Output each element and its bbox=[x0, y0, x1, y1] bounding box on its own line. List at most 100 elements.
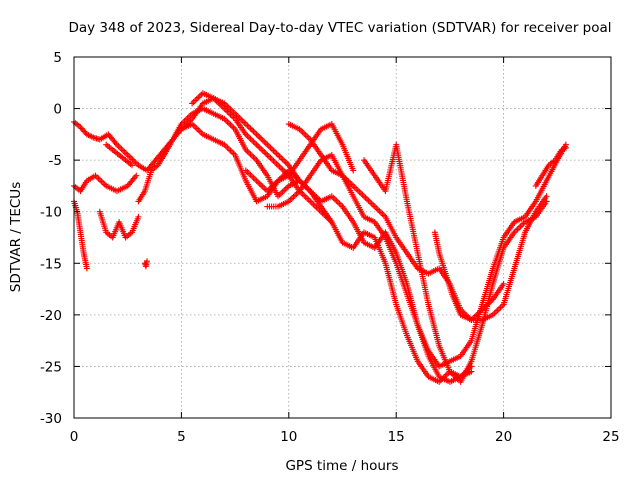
data-point bbox=[195, 126, 202, 133]
data-point bbox=[561, 145, 568, 152]
data-point bbox=[350, 167, 357, 174]
data-point bbox=[245, 149, 252, 156]
data-point bbox=[275, 162, 282, 169]
series-track-13 bbox=[431, 229, 507, 324]
data-point bbox=[77, 124, 84, 131]
data-point bbox=[301, 130, 308, 137]
data-point bbox=[290, 193, 297, 200]
data-point bbox=[118, 146, 125, 153]
data-point bbox=[562, 144, 569, 151]
data-point bbox=[365, 197, 372, 204]
data-point bbox=[78, 125, 85, 132]
data-point bbox=[270, 147, 277, 154]
data-point bbox=[359, 191, 366, 198]
data-point bbox=[259, 147, 266, 154]
data-point bbox=[278, 190, 285, 197]
data-point bbox=[302, 193, 309, 200]
data-point bbox=[281, 187, 288, 194]
data-point bbox=[128, 162, 135, 169]
data-point bbox=[357, 190, 364, 197]
data-point bbox=[468, 368, 475, 375]
data-point bbox=[278, 165, 285, 172]
x-tick-label: 5 bbox=[177, 429, 186, 445]
data-point bbox=[256, 144, 263, 151]
data-point bbox=[494, 307, 501, 314]
data-point bbox=[377, 209, 384, 216]
data-point bbox=[247, 171, 254, 178]
data-point bbox=[83, 265, 90, 272]
data-point bbox=[284, 160, 291, 167]
data-point bbox=[229, 149, 236, 156]
data-point bbox=[351, 184, 358, 191]
data-point bbox=[273, 160, 280, 167]
data-point bbox=[94, 174, 101, 181]
data-point bbox=[279, 188, 286, 195]
data-point bbox=[305, 186, 312, 193]
data-point bbox=[189, 100, 196, 107]
data-point bbox=[98, 178, 105, 185]
data-point bbox=[250, 154, 257, 161]
data-point bbox=[250, 128, 257, 135]
data-point bbox=[492, 308, 499, 315]
data-point bbox=[252, 140, 259, 147]
grid-layer bbox=[74, 57, 611, 418]
series-track-8 bbox=[189, 90, 335, 226]
data-point bbox=[333, 197, 340, 204]
data-point bbox=[224, 144, 231, 151]
data-point bbox=[275, 151, 282, 158]
data-point bbox=[227, 121, 234, 128]
data-point bbox=[367, 199, 374, 206]
series-track-15 bbox=[141, 258, 151, 270]
data-point bbox=[305, 196, 312, 203]
data-point bbox=[337, 202, 344, 209]
x-axis-label: GPS time / hours bbox=[285, 458, 398, 474]
data-point bbox=[295, 189, 302, 196]
data-point bbox=[100, 179, 107, 186]
data-point bbox=[330, 194, 337, 201]
data-point bbox=[558, 146, 565, 153]
data-point bbox=[252, 176, 259, 183]
data-point bbox=[334, 199, 341, 206]
data-point bbox=[307, 188, 314, 195]
data-point bbox=[245, 123, 252, 130]
y-axis-label: SDTVAR / TECUs bbox=[8, 182, 24, 292]
data-point bbox=[560, 146, 567, 153]
data-point bbox=[258, 146, 265, 153]
data-point bbox=[353, 185, 360, 192]
data-point bbox=[360, 193, 367, 200]
data-point bbox=[80, 127, 87, 134]
data-point bbox=[115, 143, 122, 150]
data-point bbox=[121, 149, 128, 156]
data-point bbox=[198, 91, 205, 98]
data-point bbox=[356, 188, 363, 195]
data-point bbox=[299, 129, 306, 136]
data-point bbox=[144, 258, 151, 265]
data-point bbox=[120, 147, 127, 154]
series-track-4 bbox=[96, 208, 142, 241]
data-point bbox=[229, 123, 236, 130]
data-point bbox=[225, 146, 232, 153]
data-point bbox=[261, 149, 268, 156]
data-point bbox=[258, 182, 265, 189]
data-point bbox=[244, 168, 251, 175]
data-point bbox=[376, 207, 383, 214]
data-point bbox=[250, 138, 257, 145]
data-point bbox=[135, 213, 142, 220]
data-point bbox=[307, 198, 314, 205]
data-point bbox=[196, 128, 203, 135]
data-point bbox=[374, 206, 381, 213]
y-tick-label: 5 bbox=[53, 50, 62, 66]
data-point bbox=[267, 154, 274, 161]
data-point bbox=[304, 133, 311, 140]
data-point bbox=[379, 210, 386, 217]
data-point bbox=[281, 157, 288, 164]
data-point bbox=[253, 131, 260, 138]
data-point bbox=[370, 202, 377, 209]
data-point bbox=[81, 128, 88, 135]
data-point bbox=[262, 140, 269, 147]
data-point bbox=[245, 170, 252, 177]
data-point bbox=[364, 196, 371, 203]
data-point bbox=[259, 183, 266, 190]
data-point bbox=[252, 129, 259, 136]
y-tick-label: -25 bbox=[40, 359, 62, 375]
